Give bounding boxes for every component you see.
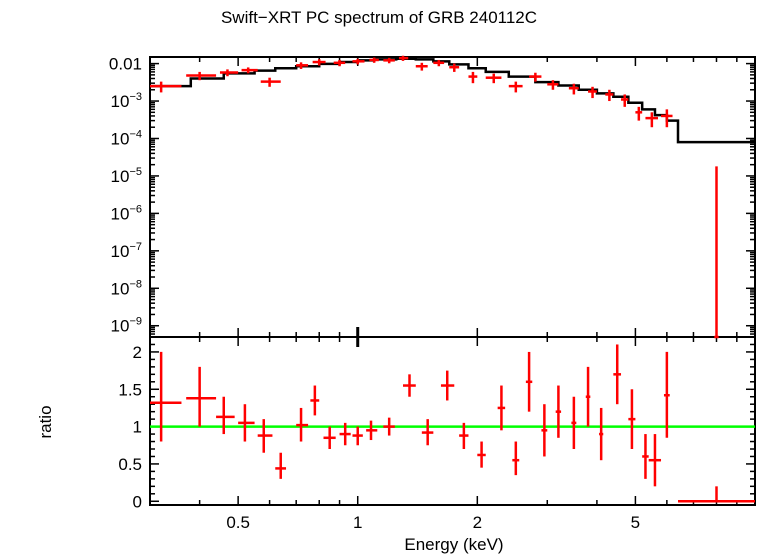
x-tick-label: 1 bbox=[353, 513, 362, 532]
y-tick-label: 0 bbox=[133, 492, 142, 511]
x-tick-label: 0.5 bbox=[226, 513, 250, 532]
y-tick-label: 10−3 bbox=[111, 91, 142, 111]
y-tick-label: 0.01 bbox=[109, 55, 142, 74]
y-tick-label: 10−9 bbox=[111, 316, 142, 336]
x-tick-label: 2 bbox=[473, 513, 482, 532]
y-tick-label: 10−7 bbox=[111, 241, 142, 261]
spectrum-panel-frame bbox=[149, 56, 756, 338]
y-tick-label: 2 bbox=[133, 343, 142, 362]
x-tick-label: 5 bbox=[631, 513, 640, 532]
chart-title: Swift−XRT PC spectrum of GRB 240112C bbox=[220, 8, 538, 27]
y-tick-label: 0.5 bbox=[118, 455, 142, 474]
y-tick-label: 10−5 bbox=[111, 166, 142, 186]
y-tick-label: 10−6 bbox=[111, 203, 142, 223]
y-tick-label: 1 bbox=[133, 418, 142, 437]
y-tick-label: 1.5 bbox=[118, 380, 142, 399]
ratio-panel-frame bbox=[149, 336, 756, 506]
y-tick-label: 10−4 bbox=[111, 128, 142, 148]
x-axis-label: Energy (keV) bbox=[404, 535, 504, 554]
y-tick-label: 10−8 bbox=[111, 278, 142, 298]
model-step-line bbox=[150, 57, 755, 144]
